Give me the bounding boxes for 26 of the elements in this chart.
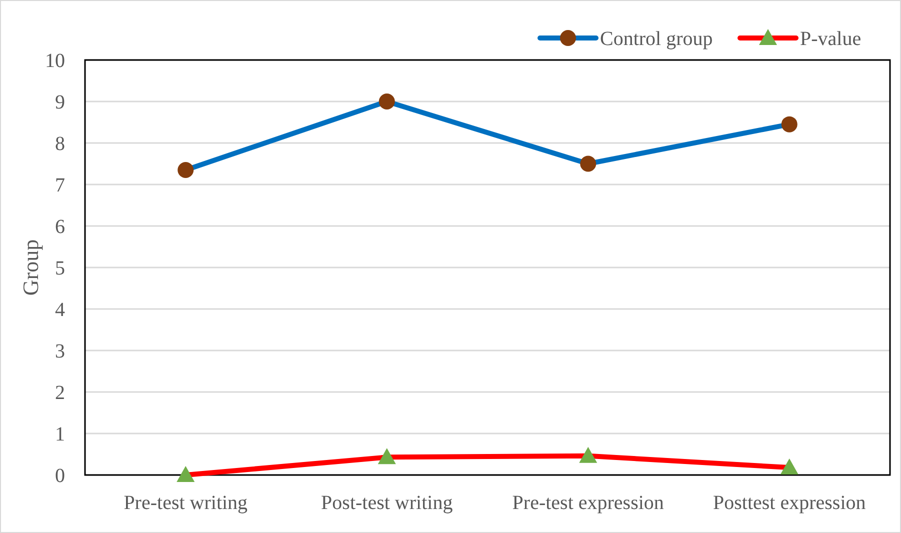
y-tick-label: 8 bbox=[55, 133, 65, 155]
point bbox=[781, 116, 798, 132]
x-tick-label: Pre-test writing bbox=[124, 492, 248, 514]
y-tick-label: 0 bbox=[55, 465, 65, 487]
y-tick-label: 5 bbox=[55, 258, 65, 280]
x-tick-label: Posttest expression bbox=[712, 492, 866, 514]
x-tick-label: Post-test writing bbox=[321, 492, 453, 514]
y-tick-label: 10 bbox=[45, 50, 65, 72]
point bbox=[378, 448, 396, 464]
point bbox=[176, 466, 195, 482]
y-tick-label: 3 bbox=[55, 340, 65, 362]
point bbox=[579, 446, 598, 463]
y-tick-label: 9 bbox=[55, 92, 65, 114]
y-tick-label: 2 bbox=[55, 382, 65, 404]
legend-label: Control group bbox=[600, 28, 713, 50]
point bbox=[780, 458, 798, 475]
x-tick-label: Pre-test expression bbox=[512, 492, 664, 514]
y-axis-title: Group bbox=[18, 239, 43, 296]
point bbox=[178, 162, 194, 178]
legend-label: P-value bbox=[800, 28, 862, 50]
y-tick-label: 7 bbox=[55, 174, 65, 196]
y-tick-label: 4 bbox=[55, 299, 65, 321]
y-tick-label: 6 bbox=[55, 216, 65, 238]
point bbox=[580, 156, 596, 172]
y-tick-label: 1 bbox=[55, 424, 65, 446]
point bbox=[378, 94, 395, 110]
